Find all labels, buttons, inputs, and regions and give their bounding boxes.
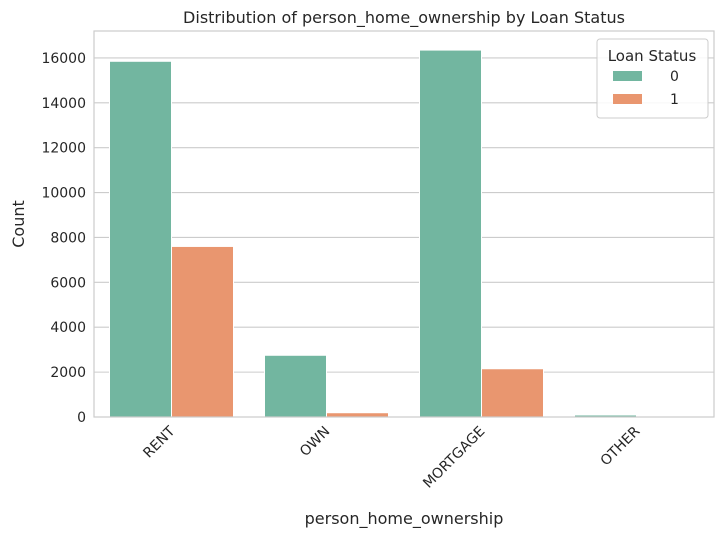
y-tick-label: 4000 xyxy=(50,320,86,336)
bar-rent-series-0 xyxy=(109,60,172,418)
x-tick-label: MORTGAGE xyxy=(420,424,488,492)
legend-label-series-1: 1 xyxy=(670,92,679,108)
legend-swatch-series-1 xyxy=(613,94,642,104)
x-axis-title: person_home_ownership xyxy=(305,509,504,529)
bar-mortgage-series-0 xyxy=(419,49,482,418)
y-tick-label: 10000 xyxy=(41,186,86,202)
x-tick-label: RENT xyxy=(140,423,178,461)
legend-swatch-series-0 xyxy=(613,71,642,81)
y-tick-labels: 0 2000 4000 6000 8000 10000 12000 14000 16000 xyxy=(41,51,86,426)
x-tick-labels: RENT OWN MORTGAGE OTHER xyxy=(140,423,643,491)
y-tick-label: 8000 xyxy=(50,230,86,246)
bar-mortgage-series-1 xyxy=(481,368,544,418)
legend: Loan Status 0 1 xyxy=(596,38,709,119)
y-axis-title: Count xyxy=(9,200,28,248)
y-tick-label: 16000 xyxy=(41,51,86,67)
legend-label-series-0: 0 xyxy=(670,69,679,85)
plot-frame xyxy=(93,30,715,418)
bars xyxy=(109,49,699,418)
y-tick-label: 2000 xyxy=(50,365,86,381)
bar-own-series-0 xyxy=(264,354,327,418)
bar-rent-series-1 xyxy=(171,245,234,418)
x-tick-label: OWN xyxy=(297,424,333,460)
y-tick-label: 14000 xyxy=(41,96,86,112)
legend-title: Loan Status xyxy=(608,47,697,65)
x-tick-label: OTHER xyxy=(598,423,644,469)
y-tick-label: 6000 xyxy=(50,275,86,291)
bar-own-series-1 xyxy=(326,412,389,418)
chart-title: Distribution of person_home_ownership by… xyxy=(183,8,625,28)
y-tick-label: 12000 xyxy=(41,141,86,157)
y-tick-label: 0 xyxy=(77,410,86,426)
